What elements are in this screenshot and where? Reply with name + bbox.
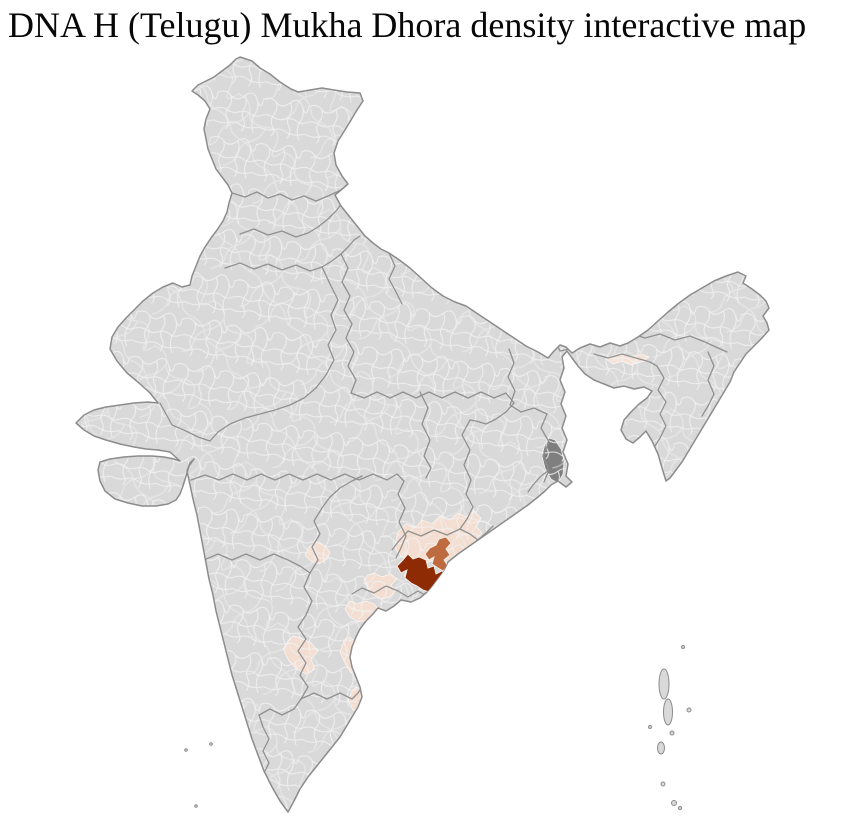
lakshadweep-islands <box>184 742 213 808</box>
page-title: DNA H (Telugu) Mukha Dhora density inter… <box>8 5 807 45</box>
andaman-nicobar-islands <box>648 645 692 810</box>
state-borders <box>159 183 728 807</box>
high-density-district-adjacent-coastal[interactable] <box>424 536 452 572</box>
